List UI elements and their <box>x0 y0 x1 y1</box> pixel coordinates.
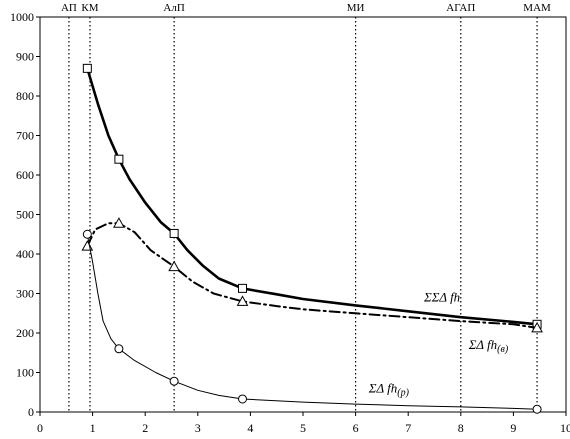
curve-label: ΣΣΔ fh <box>423 289 460 304</box>
vline-label: МАМ <box>523 2 551 14</box>
y-tick-label: 1000 <box>10 10 34 24</box>
marker-square <box>238 283 248 293</box>
curve-label-subscript: (р) <box>397 387 409 398</box>
curve-label: ΣΔ fh(в) <box>468 337 509 355</box>
y-tick-label: 800 <box>16 89 34 103</box>
x-tick-label: 3 <box>195 421 201 435</box>
marker-triangle <box>168 260 180 272</box>
series-layer <box>81 63 543 414</box>
marker-circle <box>238 394 248 404</box>
x-tick-label: 10 <box>560 421 570 435</box>
y-tick-label: 900 <box>16 50 34 64</box>
x-tick-label: 1 <box>90 421 96 435</box>
y-tick-label: 200 <box>16 326 34 340</box>
series-line-1 <box>86 222 539 329</box>
marker-circle <box>532 404 542 414</box>
y-tick-label: 300 <box>16 287 34 301</box>
y-axis: 0 100 200 300 400 500 600 700 800 900 1000 <box>10 10 40 419</box>
marker-triangle <box>113 217 125 228</box>
x-tick-label: 2 <box>142 421 148 435</box>
x-tick-label: 6 <box>353 421 359 435</box>
y-tick-label: 100 <box>16 366 34 380</box>
x-tick-label: 9 <box>510 421 516 435</box>
series-line-0 <box>86 67 539 326</box>
x-tick-label: 4 <box>247 421 253 435</box>
y-tick-label: 700 <box>16 129 34 143</box>
marker-square <box>169 228 179 238</box>
x-tick-label: 7 <box>405 421 411 435</box>
vline-label: АлП <box>163 2 184 14</box>
vline-label: МИ <box>347 2 365 14</box>
y-tick-label: 0 <box>28 405 34 419</box>
y-tick-label: 500 <box>16 208 34 222</box>
series-line-2 <box>86 233 538 410</box>
marker-triangle <box>236 295 249 306</box>
x-tick-label: 0 <box>37 421 43 435</box>
vertical-reference-lines: АП КМ АлП МИ АГАП МАМ <box>61 2 551 412</box>
marker-circle <box>82 229 92 239</box>
curve-label-subscript: (в) <box>497 344 509 355</box>
x-tick-label: 8 <box>458 421 464 435</box>
vline-label: АП <box>61 2 77 14</box>
marker-square <box>114 154 124 164</box>
marker-triangle <box>531 321 543 333</box>
x-axis: 0 1 2 3 4 5 6 7 8 9 10 <box>37 412 570 435</box>
curve-label-main: ΣΔ fh <box>468 337 497 352</box>
vline-label: АГАП <box>446 2 475 14</box>
y-tick-label: 600 <box>16 168 34 182</box>
marker-circle <box>114 344 124 354</box>
marker-circle <box>169 376 179 386</box>
marker-triangle <box>81 240 94 251</box>
curve-label-main: ΣΣΔ fh <box>423 289 460 304</box>
x-tick-label: 5 <box>300 421 306 435</box>
vline-label: КМ <box>81 2 98 14</box>
curve-label-main: ΣΔ fh <box>368 380 397 395</box>
y-tick-label: 400 <box>16 247 34 261</box>
marker-square <box>82 63 92 73</box>
curve-label: ΣΔ fh(р) <box>368 380 410 398</box>
